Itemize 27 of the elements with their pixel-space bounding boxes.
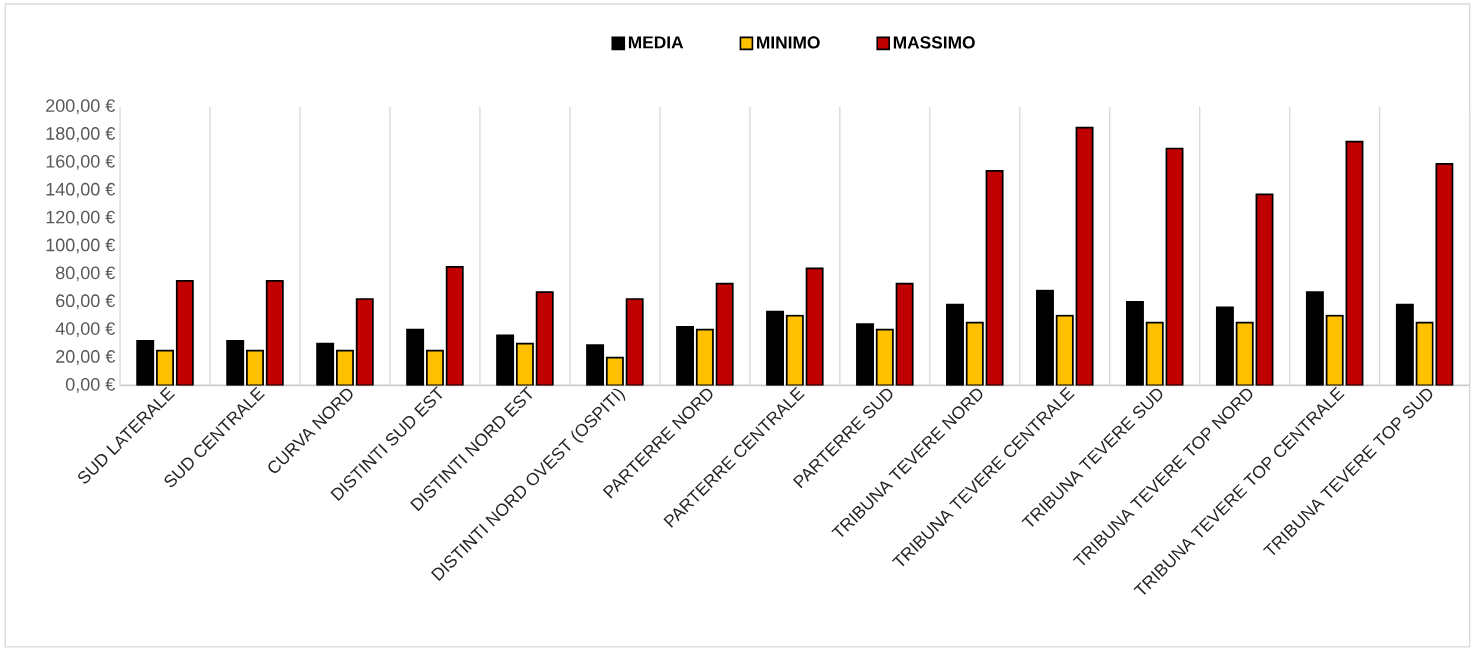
bar (1415, 321, 1434, 386)
bar (1235, 321, 1254, 386)
bar (1255, 193, 1274, 386)
legend-label: MEDIA (628, 36, 684, 49)
bar (1165, 147, 1184, 386)
bar (805, 267, 824, 386)
bar (1325, 314, 1344, 386)
y-tick-label: 160,00 € (46, 154, 116, 170)
bar (1075, 126, 1094, 386)
bar (895, 282, 914, 386)
bar (715, 282, 734, 386)
bar (1435, 162, 1454, 386)
y-tick-label: 120,00 € (46, 210, 116, 226)
y-tick-label: 80,00 € (56, 266, 116, 282)
legend-label: MINIMO (757, 36, 820, 49)
bar (625, 298, 644, 386)
y-tick-label: 200,00 € (46, 99, 116, 115)
bar (1345, 140, 1364, 386)
y-tick-label: 20,00 € (56, 350, 116, 365)
legend-label: MASSIMO (893, 36, 975, 49)
y-tick-label: 140,00 € (46, 182, 116, 198)
y-tick-label: 60,00 € (56, 294, 116, 310)
bar (535, 291, 554, 386)
y-tick-label: 100,00 € (46, 238, 116, 254)
y-tick-label: 40,00 € (55, 322, 116, 338)
y-tick-label: 180,00 € (46, 127, 116, 142)
bar (985, 169, 1004, 386)
